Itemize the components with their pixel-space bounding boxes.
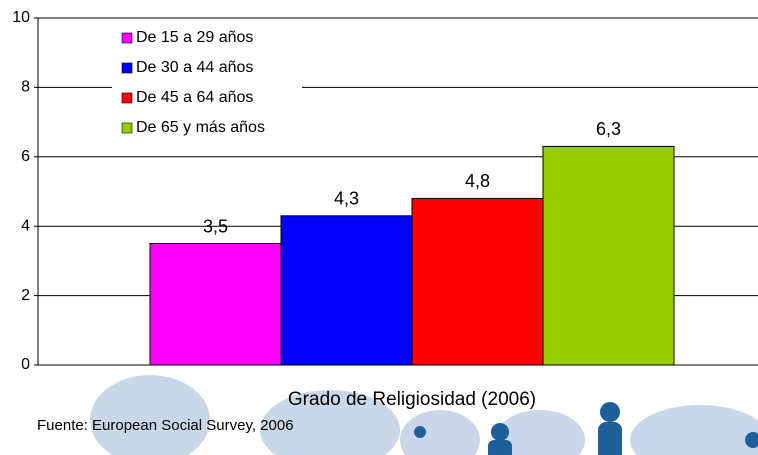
legend-swatch xyxy=(121,92,133,104)
legend-label: De 65 y más años xyxy=(136,119,265,136)
legend-swatch xyxy=(121,122,133,134)
y-tick-label: 0 xyxy=(21,356,30,373)
value-label: 4,3 xyxy=(334,189,359,209)
legend-label: De 15 a 29 años xyxy=(136,29,253,46)
legend-box xyxy=(112,22,302,144)
y-tick-label: 2 xyxy=(21,287,30,304)
bar xyxy=(542,145,675,366)
legend-label: De 45 a 64 años xyxy=(136,89,253,106)
background-figures xyxy=(414,402,758,455)
y-tick-label: 8 xyxy=(21,79,30,96)
bar xyxy=(411,197,544,366)
y-tick-label: 10 xyxy=(12,9,30,26)
legend-label: De 30 a 44 años xyxy=(136,59,253,76)
x-tick-label: Grado de Religiosidad (2006) xyxy=(288,389,536,410)
legend-swatch xyxy=(121,62,133,74)
legend-swatch xyxy=(121,32,133,44)
value-label: 6,3 xyxy=(596,119,621,139)
bar xyxy=(149,243,282,366)
bar xyxy=(280,215,413,366)
background-silhouettes xyxy=(90,375,758,455)
y-tick-label: 6 xyxy=(21,148,30,165)
y-tick-label: 4 xyxy=(21,217,30,234)
value-label: 3,5 xyxy=(203,216,228,236)
source-note: Fuente: European Social Survey, 2006 xyxy=(37,417,294,434)
value-label: 4,8 xyxy=(465,171,490,191)
